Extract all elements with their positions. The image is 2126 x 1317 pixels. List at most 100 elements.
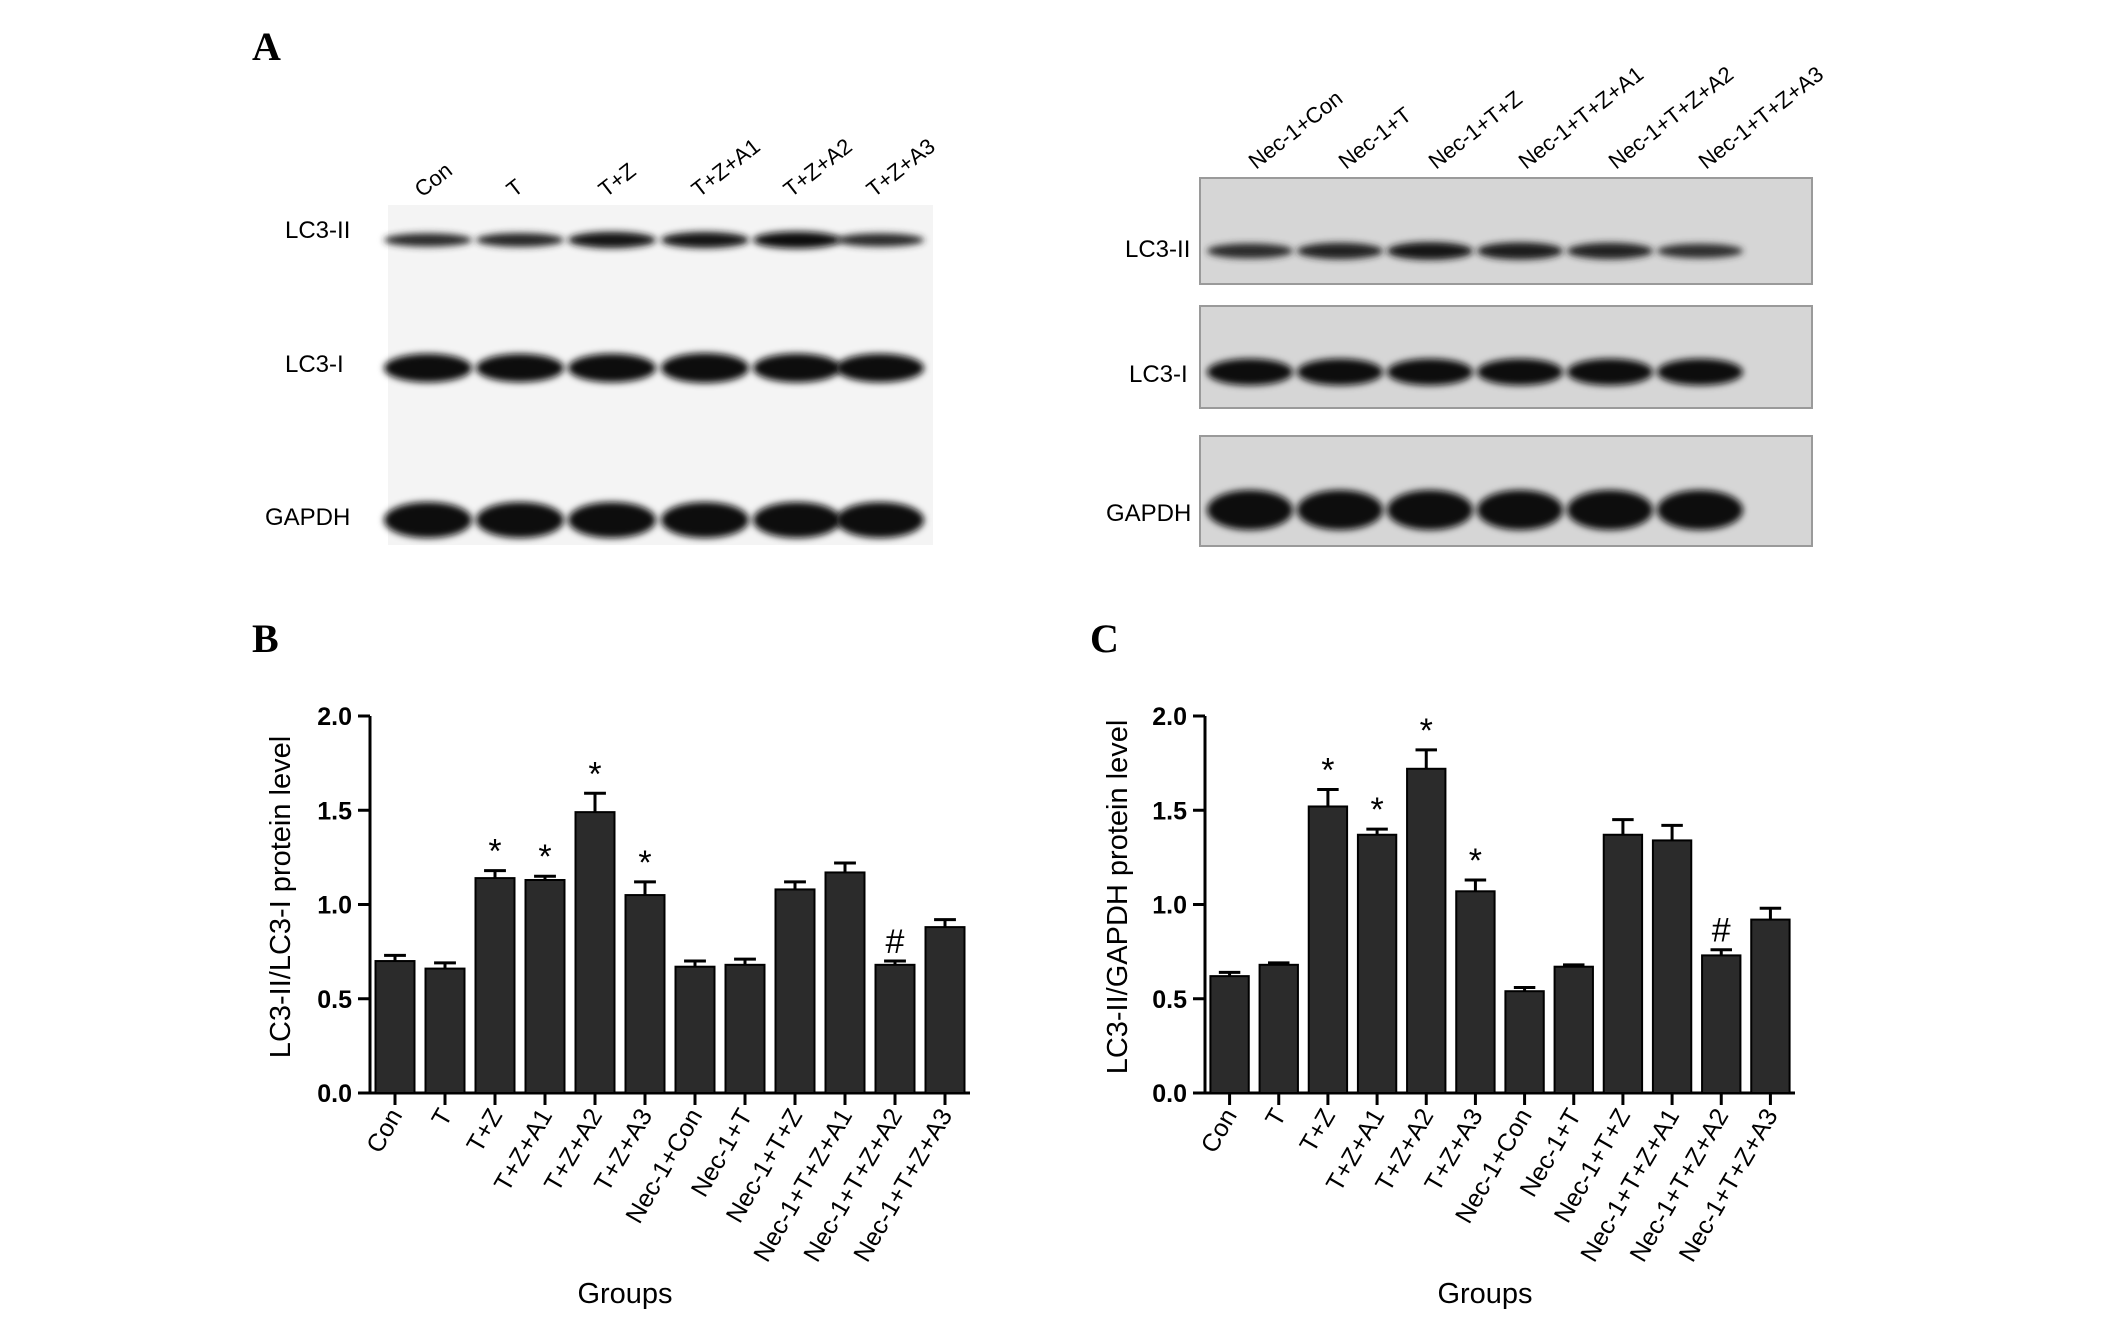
chart-c-category-label-con: Con: [1196, 1104, 1243, 1158]
chart-b-category-label-t-z: T+Z: [461, 1104, 508, 1157]
chart-c-bar-nec-1-t: [1553, 965, 1594, 1095]
blot-right-band-gapdh-1: [1207, 490, 1293, 530]
chart-c-x-axis-title: Groups: [1437, 1278, 1532, 1310]
blot-right-strip-lc3ii: [1199, 177, 1813, 285]
blot-left-lane-label-t-z-a1: T+Z+A1: [687, 133, 765, 202]
blot-right-band-lc3-ii-3: [1387, 242, 1473, 260]
chart-c-category-label-t: T: [1260, 1104, 1292, 1131]
chart-c-bar-t-z: [1307, 805, 1349, 1094]
chart-b-bar-t-z-a1: [524, 878, 566, 1094]
chart-c-category-label-t-z: T+Z: [1294, 1104, 1341, 1157]
panel-letter-b: B: [252, 616, 279, 661]
chart-b-significance-marker-t-z-a2: *: [588, 755, 601, 793]
chart-b-bar-nec-1-t-z-a1: [824, 871, 866, 1095]
blot-right-band-lc3-i-2: [1297, 358, 1383, 386]
blot-right-band-lc3-ii-2: [1297, 242, 1383, 260]
blot-right-band-gapdh-3: [1387, 490, 1473, 530]
chart-c-bar-t: [1258, 963, 1299, 1094]
blot-left-band-lc3-i-3: [568, 353, 656, 383]
chart-b-significance-marker-nec-1-t-z-a2: #: [886, 923, 905, 961]
chart-c-bar-nec-1-t-z-a1: [1651, 839, 1693, 1094]
chart-c-bar-t-z-a3: [1455, 890, 1496, 1094]
blot-right-row-label-lc3ii: LC3-II: [1125, 236, 1190, 263]
chart-c-bar-nec-1-con: [1504, 990, 1545, 1095]
chart-c-y-tick-label: 1.5: [1152, 797, 1187, 825]
blot-right-band-gapdh-5: [1567, 490, 1653, 530]
bar-chart-b: LC3-II/LC3-I protein level Groups 0.0 0.5…: [265, 703, 970, 1310]
chart-b-bar-t-z: [474, 877, 516, 1094]
blot-left-row-label-lc3i: LC3-I: [285, 351, 344, 378]
chart-c-y-tick-label: 0.5: [1152, 986, 1187, 1014]
blot-right-lane-label-nec-1-con: Nec-1+Con: [1244, 85, 1348, 174]
bar-chart-c: LC3-II/GAPDH protein level Groups 0.0 0.5…: [1102, 703, 1795, 1310]
chart-b-bar-nec-1-con: [674, 965, 716, 1095]
blot-right-lane-label-nec-1-t: Nec-1+T: [1334, 102, 1416, 174]
chart-b-category-label-t: T: [426, 1104, 458, 1131]
blot-left-row-label-gapdh: GAPDH: [265, 504, 350, 531]
chart-c-significance-marker-t-z-a1: *: [1370, 791, 1383, 829]
blot-left-band-lc3-ii-4: [661, 231, 749, 249]
blot-left-band-gapdh-3: [568, 502, 656, 538]
panel-letter-a: A: [252, 24, 281, 69]
chart-c-bar-nec-1-t-z-a2: [1701, 954, 1742, 1095]
blot-right-band-lc3-i-3: [1387, 358, 1473, 386]
blot-right-band-gapdh-2: [1297, 490, 1383, 530]
blot-left-band-gapdh-5: [753, 502, 841, 538]
blot-left-band-gapdh-4: [661, 502, 749, 538]
blot-left-lane-label-t: T: [502, 174, 528, 202]
blot-right-lane-label-nec-1-t-z: Nec-1+T+Z: [1424, 86, 1527, 174]
chart-c-bar-nec-1-t-z: [1602, 833, 1644, 1094]
blot-left-bands: [384, 231, 924, 538]
chart-c-y-tick-label: 0.0: [1152, 1080, 1187, 1108]
blot-left-lane-label-t-z-a3: T+Z+A3: [862, 133, 940, 202]
blot-right-band-lc3-ii-5: [1567, 242, 1653, 260]
blot-right-band-lc3-ii-6: [1657, 243, 1743, 259]
blot-left-lane-label-con: Con: [410, 157, 457, 202]
blot-right-band-lc3-i-4: [1477, 358, 1563, 386]
chart-b-bar-t-z-a2: [574, 811, 616, 1094]
blot-left-lane-labels: Con T T+Z T+Z+A1 T+Z+A2 T+Z+A3: [410, 133, 940, 202]
blot-left-band-lc3-ii-2: [476, 233, 564, 247]
blot-left-band-lc3-ii-3: [568, 231, 656, 249]
chart-b-y-tick-label: 2.0: [317, 703, 352, 731]
blot-left-band-gapdh-1: [384, 502, 472, 538]
chart-b-category-label-con: Con: [361, 1104, 408, 1158]
blot-left-band-lc3-i-2: [476, 353, 564, 383]
panel-letter-c: C: [1090, 616, 1119, 661]
blot-right-row-label-gapdh: GAPDH: [1106, 500, 1191, 527]
blot-left-row-label-lc3ii: LC3-II: [285, 217, 350, 244]
chart-c-significance-marker-t-z: *: [1321, 752, 1334, 790]
chart-c-bar-t-z-a1: [1356, 833, 1398, 1094]
chart-b-bar-t-z-a3: [624, 894, 666, 1095]
blot-right-band-lc3-i-1: [1207, 358, 1293, 386]
blot-left-band-lc3-ii-6: [836, 233, 924, 247]
blot-left-band-lc3-ii-5: [753, 231, 841, 249]
chart-c-significance-marker-nec-1-t-z-a2: #: [1712, 912, 1731, 950]
blot-left-band-gapdh-2: [476, 502, 564, 538]
chart-b-bar-nec-1-t-z-a3: [924, 926, 966, 1094]
blot-left-band-gapdh-6: [836, 502, 924, 538]
chart-b-bar-con: [374, 960, 416, 1094]
chart-b-bar-nec-1-t-z-a2: [874, 963, 916, 1094]
chart-b-significance-marker-t-z-a1: *: [538, 838, 551, 876]
blot-left-band-lc3-i-4: [661, 353, 749, 383]
chart-c-y-tick-label: 2.0: [1152, 703, 1187, 731]
chart-b-significance-marker-t-z: *: [488, 833, 501, 871]
chart-c-bar-t-z-a2: [1406, 767, 1447, 1095]
chart-c-bar-nec-1-t-z-a3: [1750, 918, 1791, 1095]
chart-c-y-tick-label: 1.0: [1152, 892, 1187, 920]
blot-right-row-label-lc3i: LC3-I: [1129, 361, 1188, 388]
chart-b-y-axis-title: LC3-II/LC3-I protein level: [265, 736, 297, 1058]
chart-b-bar-t: [424, 967, 466, 1095]
chart-b-y-tick-label: 1.0: [317, 892, 352, 920]
chart-c-significance-marker-t-z-a2: *: [1420, 712, 1433, 750]
blot-right-bands: [1207, 242, 1743, 530]
chart-b-bar-nec-1-t: [724, 963, 766, 1094]
chart-b-y-tick-label: 0.5: [317, 986, 352, 1014]
blot-right-band-lc3-i-5: [1567, 358, 1653, 386]
